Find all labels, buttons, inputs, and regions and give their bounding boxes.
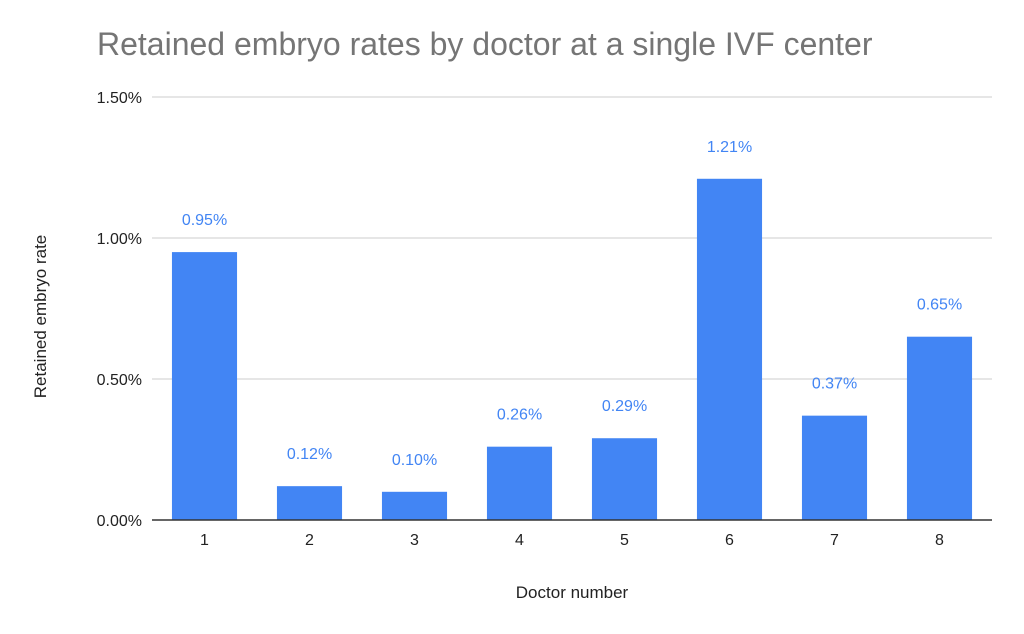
y-tick-label: 1.50% — [97, 90, 142, 107]
bar-doctor-1 — [171, 252, 238, 520]
data-label: 0.10% — [392, 452, 437, 469]
x-axis-title: Doctor number — [516, 583, 629, 602]
bars — [171, 178, 973, 520]
data-labels: 0.95% 0.12% 0.10% 0.26% 0.29% 1.21% 0.37% 0.65% — [182, 139, 962, 469]
x-tick-label: 2 — [305, 532, 314, 549]
x-tick-label: 6 — [725, 532, 734, 549]
data-label: 0.12% — [287, 446, 332, 463]
chart-title: Retained embryo rates by doctor at a sin… — [97, 26, 873, 62]
data-label: 0.29% — [602, 398, 647, 415]
data-label: 1.21% — [707, 139, 752, 156]
bar-doctor-2 — [276, 486, 343, 520]
bar-doctor-6 — [696, 178, 763, 520]
x-tick-label: 3 — [410, 532, 419, 549]
x-axis-tick-labels: 1 2 3 4 5 6 7 8 — [200, 532, 944, 549]
gridlines — [152, 96, 992, 380]
data-label: 0.65% — [917, 297, 962, 314]
data-label: 0.95% — [182, 212, 227, 229]
data-label: 0.37% — [812, 376, 857, 393]
y-tick-label: 0.00% — [97, 513, 142, 530]
x-tick-label: 8 — [935, 532, 944, 549]
bar-doctor-8 — [906, 336, 973, 520]
x-tick-label: 4 — [515, 532, 524, 549]
bar-doctor-7 — [801, 415, 868, 520]
y-tick-label: 0.50% — [97, 372, 142, 389]
bar-doctor-4 — [486, 446, 553, 520]
y-axis-title: Retained embryo rate — [31, 235, 50, 398]
x-tick-label: 1 — [200, 532, 209, 549]
x-tick-label: 7 — [830, 532, 839, 549]
y-axis-tick-labels: 0.00% 0.50% 1.00% 1.50% — [97, 90, 142, 530]
data-label: 0.26% — [497, 407, 542, 424]
bar-doctor-3 — [381, 491, 448, 520]
y-tick-label: 1.00% — [97, 231, 142, 248]
x-tick-label: 5 — [620, 532, 629, 549]
bar-doctor-5 — [591, 438, 658, 520]
